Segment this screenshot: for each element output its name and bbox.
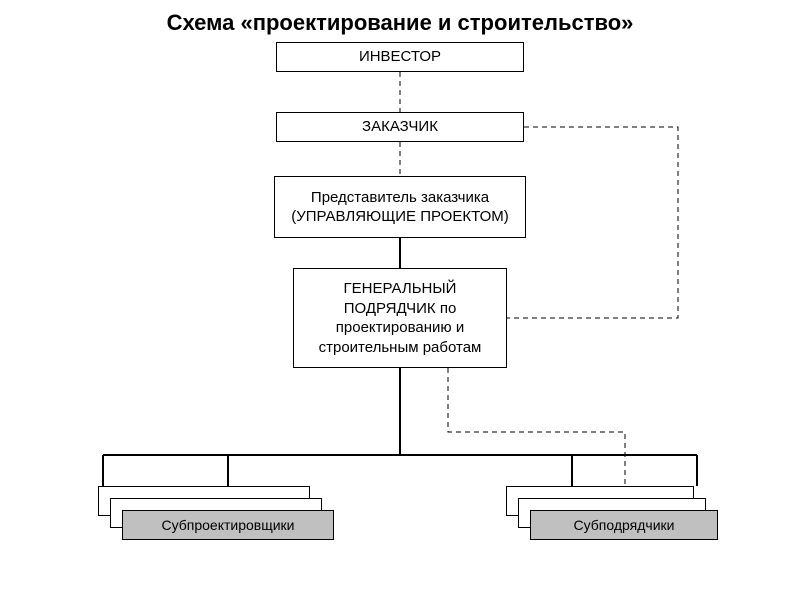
node-general-line3: проектированию и [336,318,464,338]
node-representative: Представитель заказчика (УПРАВЛЯЮЩИЕ ПРО… [274,176,526,238]
node-sub-left: Субпроектировщики [122,510,334,540]
node-investor: ИНВЕСТОР [276,42,524,72]
node-sub-left-label: Субпроектировщики [161,516,294,534]
node-general-contractor: ГЕНЕРАЛЬНЫЙ ПОДРЯДЧИК по проектированию … [293,268,507,368]
node-customer: ЗАКАЗЧИК [276,112,524,142]
node-investor-label: ИНВЕСТОР [359,47,441,67]
diagram-canvas: Схема «проектирование и строительство» И… [0,0,800,600]
node-customer-label: ЗАКАЗЧИК [362,117,438,137]
node-sub-right: Субподрядчики [530,510,718,540]
node-sub-right-label: Субподрядчики [574,516,675,534]
node-rep-line2: (УПРАВЛЯЮЩИЕ ПРОЕКТОМ) [291,207,509,227]
diagram-title: Схема «проектирование и строительство» [0,10,800,36]
node-rep-line1: Представитель заказчика [311,188,489,208]
node-general-line4: строительным работам [319,338,482,358]
node-general-line1: ГЕНЕРАЛЬНЫЙ [344,279,457,299]
node-general-line2: ПОДРЯДЧИК по [344,299,457,319]
